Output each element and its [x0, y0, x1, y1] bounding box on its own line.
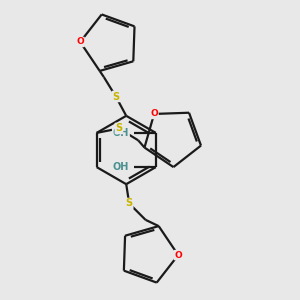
Text: OH: OH [113, 128, 129, 138]
Text: S: S [126, 199, 133, 208]
Text: O: O [76, 38, 84, 46]
Text: O: O [174, 250, 182, 260]
Text: O: O [150, 110, 158, 118]
Text: S: S [116, 124, 122, 134]
Text: S: S [112, 92, 119, 101]
Text: OH: OH [113, 162, 129, 172]
